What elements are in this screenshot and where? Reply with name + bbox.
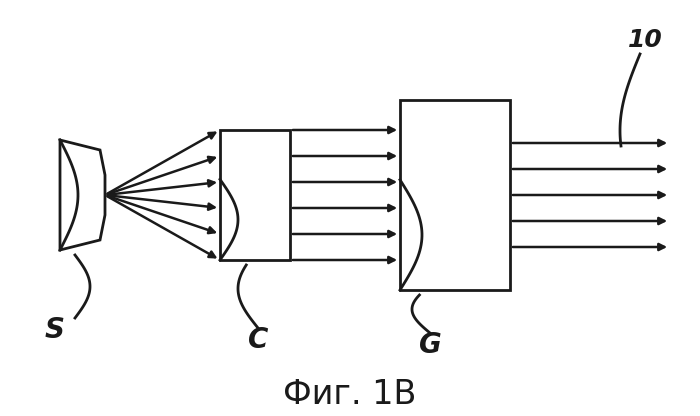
- Bar: [400, 100, 510, 290]
- Text: Фиг. 1В: Фиг. 1В: [284, 379, 416, 411]
- Polygon shape: [60, 140, 105, 250]
- Text: G: G: [419, 331, 442, 359]
- Text: 10: 10: [628, 28, 662, 52]
- Text: C: C: [248, 326, 268, 354]
- Bar: [220, 130, 290, 260]
- Text: S: S: [45, 316, 65, 344]
